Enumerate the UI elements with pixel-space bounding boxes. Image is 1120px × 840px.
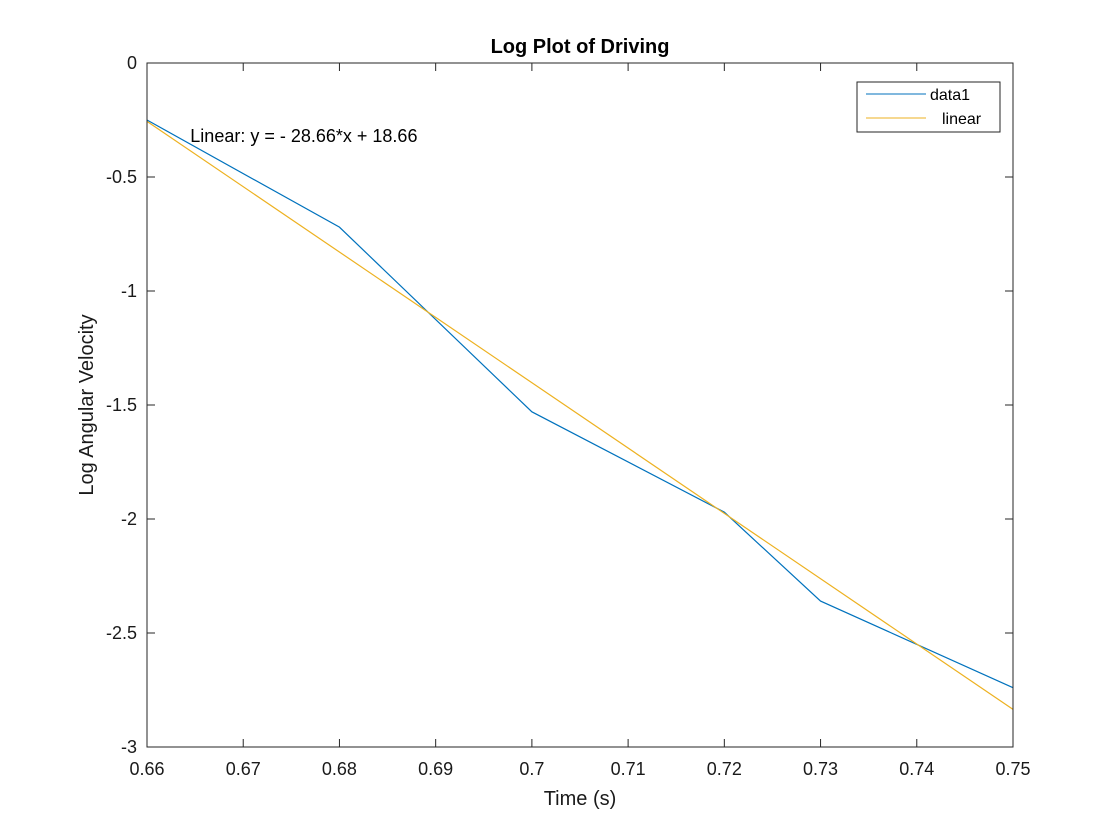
x-tick-label: 0.71 bbox=[611, 759, 646, 779]
fit-equation-annotation: Linear: y = - 28.66*x + 18.66 bbox=[190, 126, 417, 146]
chart-title: Log Plot of Driving bbox=[491, 36, 670, 58]
x-tick-label: 0.66 bbox=[129, 759, 164, 779]
y-tick-label: -0.5 bbox=[106, 167, 137, 187]
y-tick-label: -1 bbox=[121, 281, 137, 301]
legend-label-data1: data1 bbox=[930, 87, 970, 104]
y-tick-label: -2.5 bbox=[106, 623, 137, 643]
plot-area bbox=[147, 63, 1013, 747]
x-tick-label: 0.75 bbox=[995, 759, 1030, 779]
x-tick-label: 0.74 bbox=[899, 759, 934, 779]
series-line-data1 bbox=[146, 119, 1014, 689]
y-tick-label: -1.5 bbox=[106, 395, 137, 415]
y-axis-label: Log Angular Velocity bbox=[76, 314, 98, 495]
x-tick-label: 0.72 bbox=[707, 759, 742, 779]
y-tick-label: -2 bbox=[121, 509, 137, 529]
x-tick-label: 0.69 bbox=[418, 759, 453, 779]
legend-box bbox=[856, 81, 1001, 133]
x-tick-label: 0.73 bbox=[803, 759, 838, 779]
series-layer bbox=[146, 119, 1014, 710]
x-tick-label: 0.67 bbox=[226, 759, 261, 779]
legend: data1 linear bbox=[856, 81, 1001, 133]
x-axis-label: Time (s) bbox=[544, 788, 617, 810]
y-tick-label: 0 bbox=[127, 53, 137, 73]
x-axis-ticks: 0.66 0.67 0.68 0.69 0.7 0.71 0.72 0.73 0.74 0.75 bbox=[129, 63, 1031, 779]
y-axis-ticks: 0 -0.5 -1 -1.5 -2 -2.5 -3 bbox=[106, 53, 1013, 757]
x-tick-label: 0.68 bbox=[322, 759, 357, 779]
legend-label-linear: linear bbox=[942, 111, 982, 128]
y-tick-label: -3 bbox=[121, 737, 137, 757]
series-line-linear bbox=[146, 120, 1014, 710]
x-tick-label: 0.7 bbox=[519, 759, 544, 779]
